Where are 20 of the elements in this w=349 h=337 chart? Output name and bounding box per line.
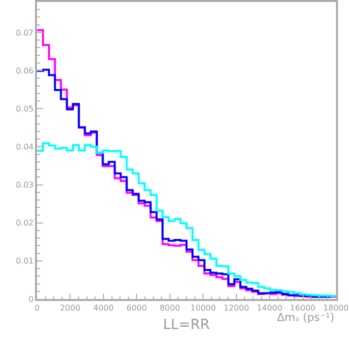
y-tick-label: 0.02	[16, 218, 34, 228]
x-tick-label: 4000	[93, 303, 114, 312]
x-tick-label: 8000	[160, 303, 180, 312]
x-tick-label: 16000	[290, 303, 316, 312]
x-tick-label: 12000	[224, 303, 250, 312]
x-tick-label: 2000	[60, 303, 80, 312]
y-tick-label: 0	[28, 294, 34, 304]
x-tick-label: 14000	[256, 303, 282, 312]
x-tick-label: 10000	[190, 303, 216, 312]
y-tick-label: 0.06	[16, 66, 34, 76]
y-tick-label: 0.04	[16, 142, 34, 152]
x-axis-title: Δmₛ (ps⁻¹)	[277, 311, 334, 324]
y-tick-label: 0.07	[16, 28, 34, 38]
text: LL=RR	[163, 317, 210, 333]
x-tick-label: 0	[34, 303, 40, 312]
y-tick-label: 0.03	[16, 180, 34, 190]
x-tick-label: 6000	[126, 303, 147, 312]
x-tick-label: 18000	[323, 303, 349, 312]
y-tick-label: 0.05	[16, 104, 34, 114]
y-tick-label: 0.01	[16, 256, 34, 266]
